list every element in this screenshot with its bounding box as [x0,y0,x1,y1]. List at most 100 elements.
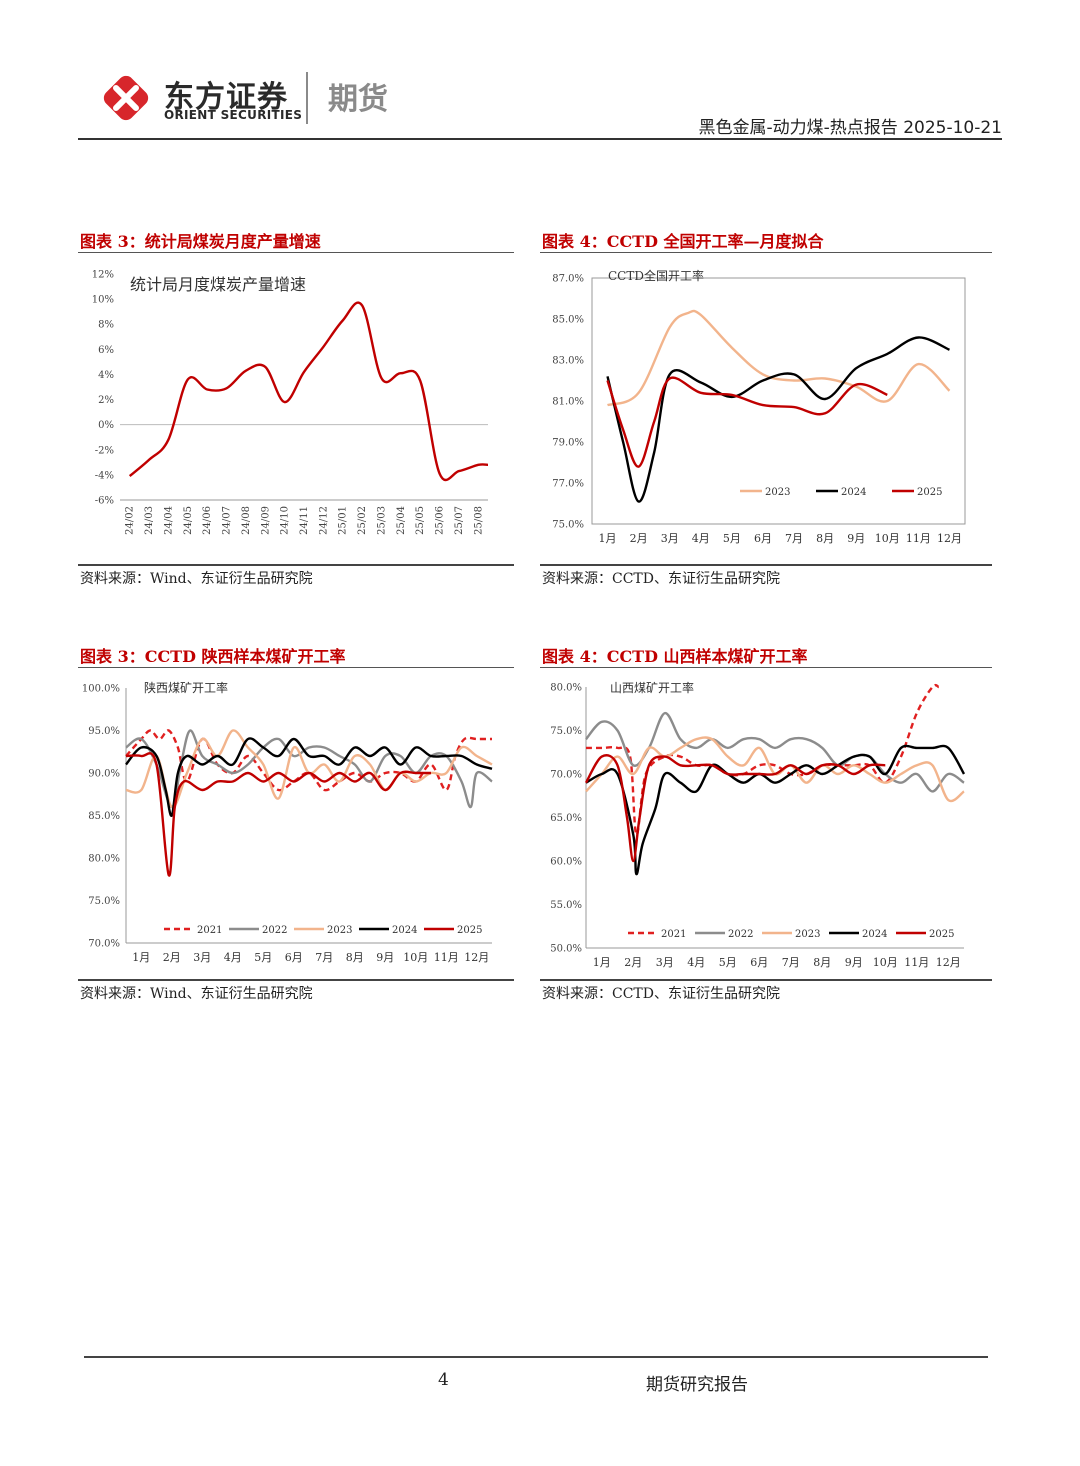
legend-label: 2024 [392,925,417,936]
x-tick-label: 10月 [403,951,428,964]
y-tick-label: 8% [98,320,114,331]
legend-label: 2023 [765,487,790,498]
y-tick-label: -4% [95,470,114,481]
x-tick-label: 24/11 [299,506,310,535]
series-line-2024 [606,336,951,503]
x-tick-label: 4月 [224,951,242,964]
y-tick-label: 6% [98,345,114,356]
figure-source-3: 资料来源：Wind、东证衍生品研究院 [80,986,313,1002]
y-tick-label: 79.0% [552,438,584,449]
figure-rule-bottom-4 [540,979,992,981]
x-tick-label: 2月 [624,956,642,969]
series-line-2025 [584,754,886,863]
figure-source-4: 资料来源：CCTD、东证衍生品研究院 [542,986,780,1002]
x-tick-label: 25/02 [357,506,368,535]
report-title: 黑色金属-动力煤-热点报告 2025-10-21 [698,118,1002,138]
x-tick-label: 24/10 [280,506,291,535]
figure-title-3: 图表 3：CCTD 陕西样本煤矿开工率 [80,647,346,666]
brand-subtitle: 期货 [328,82,388,117]
y-tick-label: 4% [98,370,114,381]
x-tick-label: 4月 [687,956,705,969]
y-tick-label: 50.0% [550,944,582,955]
legend-label: 2023 [327,925,352,936]
legend-label: 2024 [862,929,887,940]
figure-source-1: 资料来源：Wind、东证衍生品研究院 [80,571,313,587]
x-tick-label: 5月 [723,532,741,545]
y-tick-label: 80.0% [88,854,120,865]
legend-label: 2024 [841,487,866,498]
y-tick-label: 60.0% [550,857,582,868]
y-tick-label: 2% [98,395,114,406]
y-tick-label: 80.0% [550,683,582,694]
x-tick-label: 11月 [434,951,459,964]
y-tick-label: 10% [92,295,114,306]
x-tick-label: 1月 [599,532,617,545]
y-tick-label: 81.0% [552,397,584,408]
x-tick-label: 12月 [936,956,961,969]
y-tick-label: 70.0% [550,770,582,781]
x-tick-label: 24/02 [125,506,136,535]
brand-name-en: ORIENT SECURITIES [164,108,303,122]
y-tick-label: 75.0% [550,726,582,737]
y-tick-label: 65.0% [550,813,582,824]
legend-label: 2021 [661,929,686,940]
chart-inner-title: 山西煤矿开工率 [610,680,694,695]
x-tick-label: 1月 [593,956,611,969]
x-tick-label: 7月 [782,956,800,969]
x-tick-label: 8月 [816,532,834,545]
figure-rule-bottom-1 [78,564,514,566]
chart-inner-title: 陕西煤矿开工率 [144,680,228,695]
figure-title-2: 图表 4：CCTD 全国开工率—月度拟合 [542,232,824,251]
x-tick-label: 5月 [254,951,272,964]
brand-separator [306,72,308,124]
x-tick-label: 25/07 [454,506,465,535]
y-tick-label: 12% [92,270,114,281]
x-tick-label: 25/08 [473,506,484,535]
x-tick-label: 2月 [163,951,181,964]
figure-rule-top-1 [78,252,514,253]
series-line-统计局月度煤炭产量增速 [128,301,489,482]
x-tick-label: 10月 [875,532,900,545]
series-line-2025 [606,376,888,468]
chart-inner-title: 统计局月度煤炭产量增速 [130,275,306,294]
chart-shaanxi-operating-rate: 100.0% 95.0% 90.0% 85.0% 80.0% 75.0% 70.0% 1月 2月… [82,680,493,964]
page-number: 4 [438,1370,449,1390]
chart-national-operating-rate: 87.0% 85.0% 83.0% 81.0% 79.0% 77.0% 75.0% 1月 2月 3… [552,268,966,545]
legend-label: 2022 [262,925,287,936]
x-tick-label: 9月 [847,532,865,545]
series-line-2021 [125,729,492,792]
x-tick-label: 24/07 [222,506,233,535]
y-tick-label: 85.0% [88,811,120,822]
y-tick-label: 77.0% [552,479,584,490]
x-tick-label: 8月 [346,951,364,964]
chart-coal-output-growth: 12% 10% 8% 6% 4% 2% 0% -2% -4% -6% 24/02 24/03 24/04… [92,270,489,535]
x-tick-label: 25/04 [396,506,407,535]
series-line-2025 [125,752,431,877]
x-tick-label: 24/08 [241,506,252,535]
x-tick-label: 11月 [906,532,931,545]
y-tick-label: 0% [98,420,114,431]
y-tick-label: 90.0% [88,769,120,780]
x-tick-label: 24/05 [183,506,194,535]
legend-label: 2025 [929,929,954,940]
y-tick-label: 85.0% [552,315,584,326]
series-line-2021 [586,683,940,837]
x-tick-label: 10月 [873,956,898,969]
figure-rule-top-4 [540,667,992,668]
legend-label: 2025 [917,487,942,498]
legend-label: 2021 [197,925,222,936]
header-divider [78,138,1002,140]
brand-name-cn: 东方证券 [164,80,288,115]
figure-rule-bottom-3 [78,979,514,981]
figure-title-1: 图表 3：统计局煤炭月度产量增速 [80,232,321,251]
series-line-2024 [125,737,493,817]
x-tick-label: 6月 [750,956,768,969]
legend-label: 2022 [728,929,753,940]
x-tick-label: 24/04 [163,506,174,535]
y-tick-label: 75.0% [552,520,584,531]
x-tick-label: 24/06 [202,506,213,535]
x-tick-label: 5月 [719,956,737,969]
x-tick-label: 3月 [661,532,679,545]
y-tick-label: -2% [95,445,114,456]
x-tick-label: 7月 [785,532,803,545]
